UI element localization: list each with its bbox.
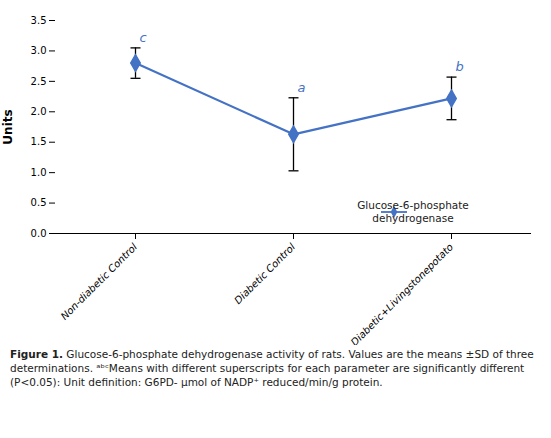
svg-text:Non-diabetic Control: Non-diabetic Control xyxy=(59,241,140,322)
svg-text:0.0: 0.0 xyxy=(31,228,47,239)
html-text:Figure 1. Glucose-6-phosphate: Figure 1. Glucose-6-phosphate dehydrogen… xyxy=(10,348,534,389)
svg-text:b: b xyxy=(456,59,464,74)
svg-text:0.5: 0.5 xyxy=(31,197,47,208)
svg-text:1.5: 1.5 xyxy=(31,136,47,147)
svg-text:c: c xyxy=(140,30,147,45)
svg-text:2.0: 2.0 xyxy=(31,106,47,117)
svg-text:3.0: 3.0 xyxy=(31,45,47,56)
svg-text:Glucose-6-phosphatedehydrogena: Glucose-6-phosphatedehydrogenase xyxy=(357,199,469,224)
svg-text:a: a xyxy=(298,80,306,95)
svg-text:Diabetic Control: Diabetic Control xyxy=(232,241,297,306)
svg-text:3.5: 3.5 xyxy=(31,15,47,26)
svg-text:1.0: 1.0 xyxy=(31,167,47,178)
svg-text:Units: Units xyxy=(1,109,15,144)
svg-text:Diabetic+Livingstonepotato: Diabetic+Livingstonepotato xyxy=(349,241,456,345)
svg-text:2.5: 2.5 xyxy=(31,76,47,87)
